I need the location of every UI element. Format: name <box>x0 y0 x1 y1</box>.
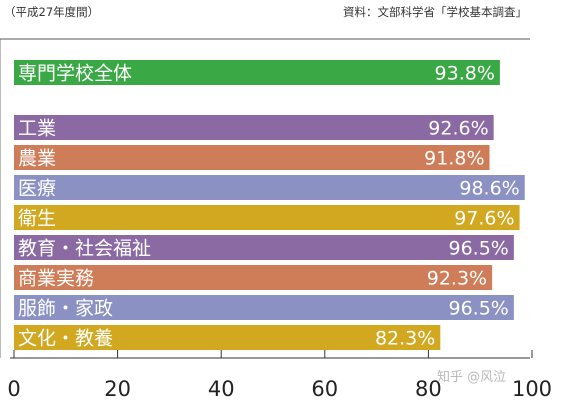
category-label-1: 工業 <box>18 118 56 140</box>
bar-0 <box>14 60 500 85</box>
watermark: 知乎 @风泣 <box>437 370 507 385</box>
x-tick-label-5: 100 <box>512 377 552 401</box>
value-label-7: 96.5% <box>449 298 509 320</box>
bar-7 <box>14 295 514 320</box>
x-tick-label-0: 0 <box>7 377 20 401</box>
bar-5 <box>14 235 514 260</box>
bar-2 <box>14 145 490 170</box>
value-label-5: 96.5% <box>449 238 509 260</box>
bars-group: 専門学校全体 93.8% 工業 92.6% 農業 91.8% 医療 98.6% 衛生 97.6% 教… <box>14 60 525 350</box>
bar-8 <box>14 325 441 350</box>
x-tick-label-2: 40 <box>208 377 235 401</box>
chart-source: 資料：文部科学省「学校基本調査」 <box>343 5 527 19</box>
value-label-8: 82.3% <box>375 328 435 350</box>
category-label-7: 服飾・家政 <box>18 298 113 320</box>
category-label-5: 教育・社会福祉 <box>18 238 151 260</box>
x-tick-label-1: 20 <box>104 377 131 401</box>
x-tick-label-3: 60 <box>311 377 338 401</box>
category-label-4: 衛生 <box>18 208 56 230</box>
category-label-2: 農業 <box>18 148 56 170</box>
value-label-3: 98.6% <box>459 178 519 200</box>
category-label-8: 文化・教養 <box>18 328 113 350</box>
category-label-6: 商業実務 <box>18 268 94 290</box>
value-label-4: 97.6% <box>454 208 514 230</box>
bar-6 <box>14 265 493 290</box>
bar-4 <box>14 205 520 230</box>
x-tick-label-4: 80 <box>415 377 442 401</box>
value-label-1: 92.6% <box>428 118 488 140</box>
x-ticks-group: 0 20 40 60 80 100 <box>7 350 552 401</box>
category-label-0: 専門学校全体 <box>18 63 132 85</box>
bar-1 <box>14 115 494 140</box>
category-label-3: 医療 <box>18 178 56 200</box>
value-label-6: 92.3% <box>427 268 487 290</box>
value-label-0: 93.8% <box>435 63 495 85</box>
bar-3 <box>14 175 525 200</box>
value-label-2: 91.8% <box>424 148 484 170</box>
chart-note: （平成27年度間） <box>4 5 100 19</box>
